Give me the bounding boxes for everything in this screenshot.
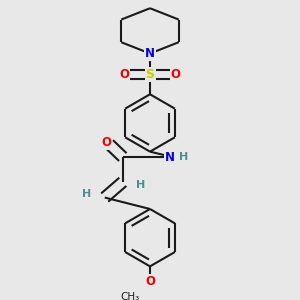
- Text: N: N: [165, 151, 175, 164]
- Text: N: N: [145, 47, 155, 60]
- Text: O: O: [119, 68, 129, 81]
- Text: S: S: [146, 68, 154, 81]
- Text: O: O: [101, 136, 111, 149]
- Text: H: H: [136, 181, 145, 190]
- Text: CH₃: CH₃: [121, 292, 140, 300]
- Text: H: H: [82, 189, 91, 199]
- Text: H: H: [179, 152, 189, 162]
- Text: O: O: [171, 68, 181, 81]
- Text: O: O: [145, 275, 155, 288]
